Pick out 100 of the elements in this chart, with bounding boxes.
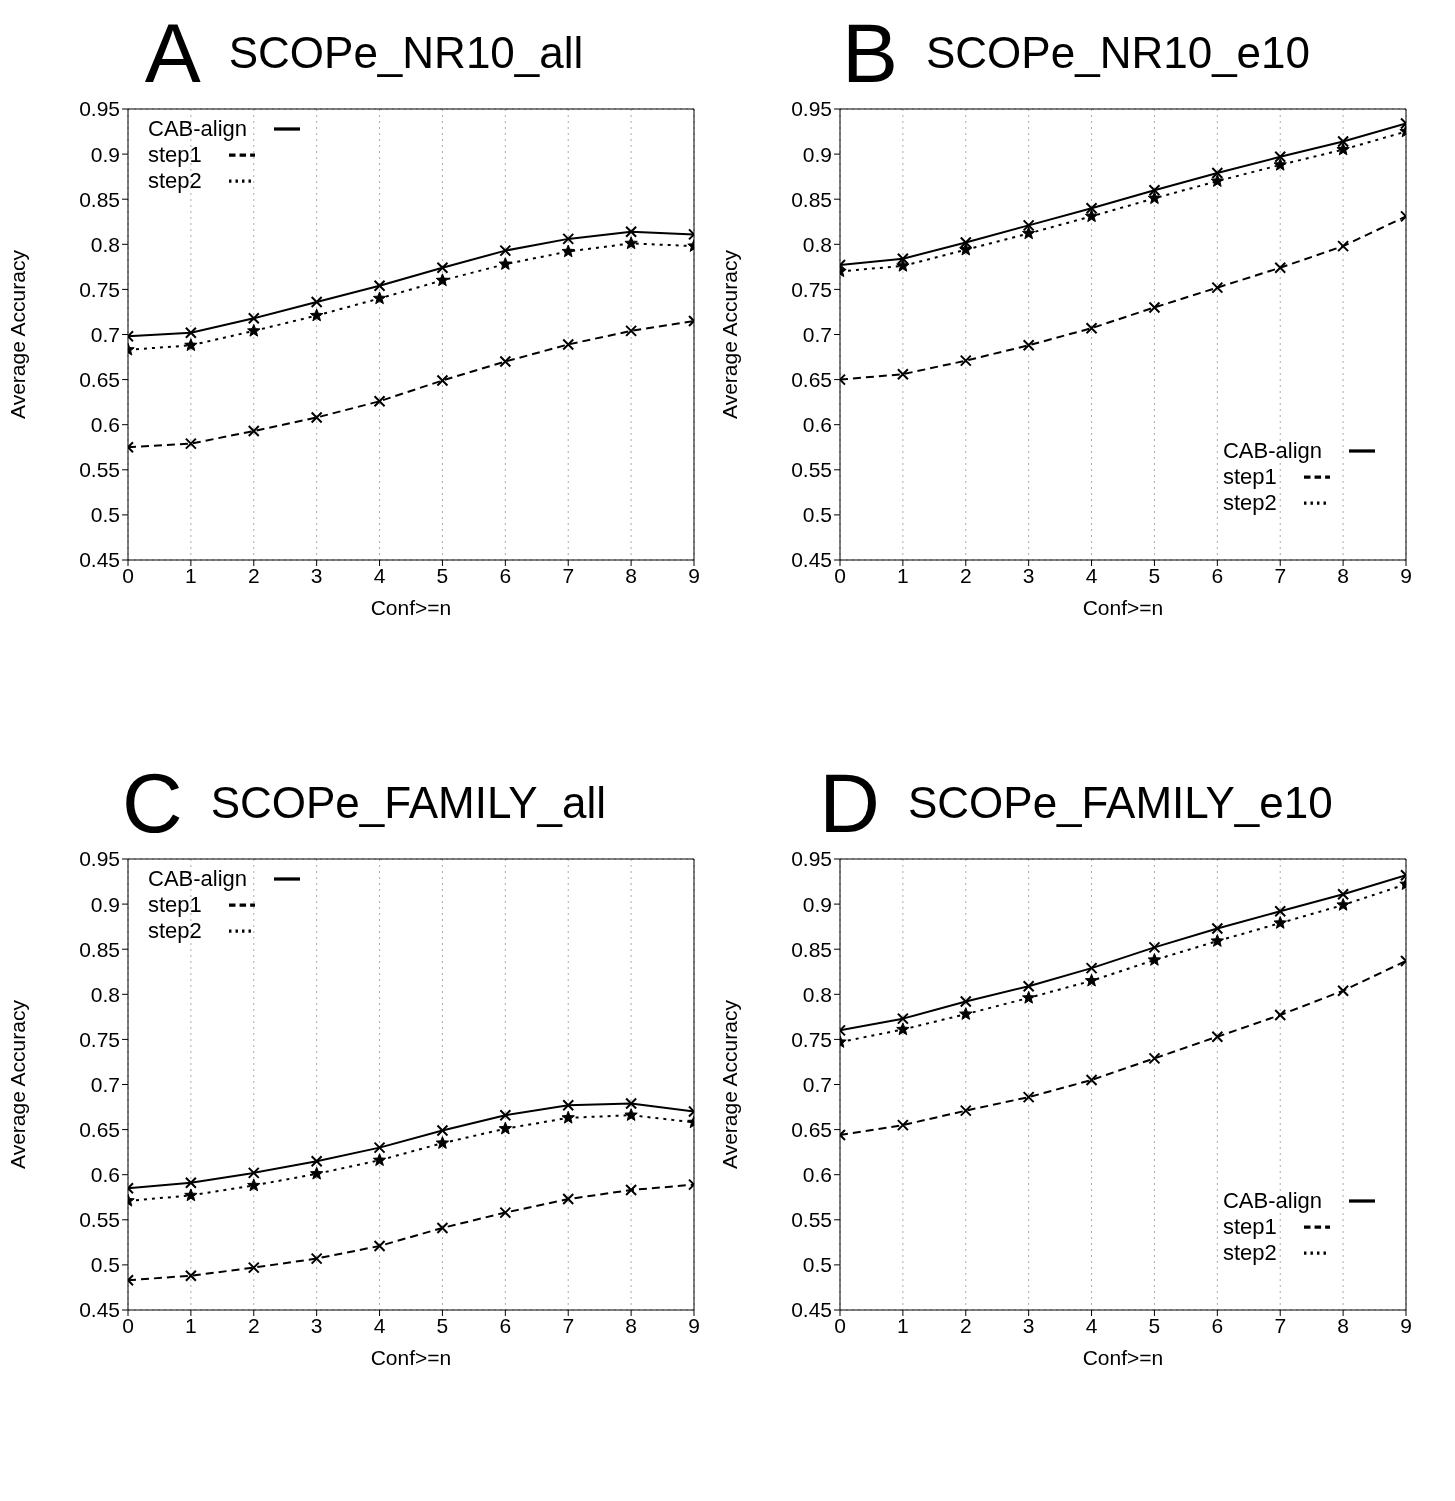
point — [1336, 142, 1350, 156]
point — [498, 257, 513, 270]
point — [1274, 261, 1287, 274]
y-tick-label: 0.65 — [79, 1118, 120, 1142]
point — [896, 1119, 909, 1132]
point — [247, 1261, 260, 1274]
point — [247, 323, 261, 337]
point — [1148, 1052, 1161, 1065]
y-tick-label: 0.9 — [802, 892, 832, 916]
x-tick-label: 2 — [959, 1313, 972, 1337]
point — [184, 326, 197, 339]
x-tick-label: 5 — [436, 563, 449, 587]
legend-label: CAB-align — [1222, 438, 1322, 463]
y-tick-label: 0.5 — [802, 503, 832, 527]
text: B — [841, 6, 898, 100]
x-tick-label: 7 — [562, 563, 575, 587]
legend-label: step1 — [148, 142, 202, 167]
point — [1337, 984, 1350, 997]
y-tick-label: 0.85 — [79, 937, 120, 961]
point — [1147, 953, 1162, 966]
point — [310, 1155, 323, 1168]
x-tick-label: 3 — [1022, 1313, 1035, 1337]
chart-title: SCOPe_FAMILY_e10 — [907, 778, 1333, 828]
x-tick-label: 1 — [185, 1313, 197, 1337]
point — [436, 374, 449, 387]
point — [959, 236, 972, 249]
x-axis-title: Conf>=n — [1082, 596, 1164, 619]
text: D — [819, 756, 880, 850]
chart-title: SCOPe_NR10_e10 — [926, 28, 1311, 78]
x-tick-label: 3 — [310, 563, 323, 587]
point — [499, 355, 512, 368]
point — [562, 1193, 575, 1206]
point — [499, 244, 512, 257]
point — [310, 411, 323, 424]
x-tick-label: 4 — [373, 563, 386, 587]
y-tick-label: 0.6 — [90, 413, 120, 437]
x-tick-label: 5 — [1148, 1313, 1161, 1337]
point — [896, 1012, 909, 1025]
point — [1021, 226, 1036, 240]
point — [625, 1097, 638, 1110]
x-tick-label: 9 — [1400, 1313, 1412, 1337]
y-tick-label: 0.9 — [802, 142, 832, 166]
y-tick-label: 0.7 — [802, 322, 832, 346]
x-tick-label: 4 — [1085, 1313, 1098, 1337]
text: C — [121, 756, 183, 850]
text: A — [144, 6, 201, 100]
point — [1084, 973, 1099, 987]
x-tick-label: 3 — [310, 1313, 323, 1337]
point — [624, 236, 638, 250]
x-tick-label: 7 — [1274, 1313, 1287, 1337]
y-tick-label: 0.45 — [791, 548, 832, 572]
point — [1022, 339, 1035, 352]
point — [498, 1121, 513, 1135]
point — [896, 252, 909, 265]
point — [1210, 174, 1225, 187]
point — [247, 425, 260, 438]
x-axis-title: Conf>=n — [370, 596, 452, 619]
point — [373, 279, 386, 292]
y-tick-label: 0.7 — [802, 1072, 832, 1096]
legend-label: step1 — [1222, 464, 1277, 489]
point — [1085, 1073, 1098, 1086]
point — [1148, 184, 1161, 197]
point — [625, 1184, 638, 1197]
x-tick-label: 8 — [625, 563, 637, 587]
point — [1211, 1030, 1224, 1043]
point — [247, 1178, 261, 1192]
point — [309, 1166, 324, 1180]
point — [436, 1221, 449, 1234]
legend-label: step2 — [148, 168, 202, 193]
point — [499, 1206, 512, 1219]
y-tick-label: 0.55 — [791, 1208, 832, 1232]
point — [1085, 322, 1098, 335]
point — [1022, 219, 1035, 232]
x-tick-label: 7 — [1274, 563, 1287, 587]
y-axis-title: Average Accuracy — [6, 999, 30, 1169]
point — [562, 232, 575, 245]
point — [1210, 934, 1225, 947]
y-tick-label: 0.5 — [90, 1253, 120, 1277]
point — [184, 1269, 197, 1282]
x-tick-label: 8 — [1337, 563, 1349, 587]
legend-label: step1 — [148, 892, 202, 917]
point — [184, 1176, 197, 1189]
y-tick-label: 0.95 — [791, 847, 832, 871]
point — [1147, 191, 1162, 205]
x-tick-label: 9 — [688, 1313, 700, 1337]
point — [1085, 202, 1098, 215]
point — [1148, 301, 1161, 314]
y-tick-label: 0.65 — [791, 1118, 832, 1142]
y-tick-label: 0.55 — [79, 1208, 120, 1232]
point — [1337, 888, 1350, 901]
point — [896, 368, 909, 381]
x-tick-label: 6 — [499, 1313, 512, 1337]
y-tick-label: 0.6 — [90, 1163, 120, 1187]
y-tick-label: 0.7 — [90, 1072, 120, 1096]
point — [1022, 980, 1035, 993]
point — [184, 437, 197, 450]
x-tick-label: 0 — [834, 1313, 846, 1337]
chart-title: SCOPe_NR10_all — [228, 28, 584, 78]
y-tick-label: 0.9 — [90, 892, 120, 916]
y-tick-label: 0.55 — [79, 458, 120, 482]
